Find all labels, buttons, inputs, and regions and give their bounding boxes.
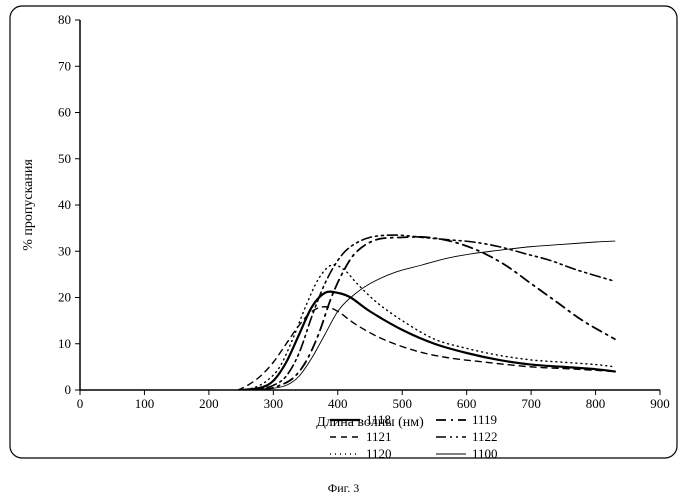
xtick-label: 100: [135, 396, 155, 411]
legend-label-1119: 1119: [472, 412, 497, 427]
ytick-label: 30: [58, 243, 71, 258]
legend-label-1118: 1118: [366, 412, 391, 427]
ytick-label: 70: [58, 58, 71, 73]
legend-label-1120: 1120: [366, 446, 392, 461]
chart-container: 0102030405060708001002003004005006007008…: [0, 0, 687, 500]
figure-caption: Фиг. 3: [328, 481, 359, 495]
ytick-label: 20: [58, 290, 71, 305]
xtick-label: 500: [392, 396, 412, 411]
xtick-label: 800: [586, 396, 606, 411]
xtick-label: 400: [328, 396, 348, 411]
ytick-label: 10: [58, 336, 71, 351]
xtick-label: 200: [199, 396, 219, 411]
ytick-label: 0: [65, 382, 72, 397]
ytick-label: 60: [58, 105, 71, 120]
ytick-label: 80: [58, 12, 71, 27]
xtick-label: 600: [457, 396, 477, 411]
y-axis-label: % пропускания: [21, 159, 36, 251]
plot-area: [238, 235, 615, 390]
xtick-label: 0: [77, 396, 84, 411]
legend-label-1121: 1121: [366, 429, 392, 444]
legend-label-1100: 1100: [472, 446, 498, 461]
axes: [80, 20, 660, 390]
xtick-label: 300: [264, 396, 284, 411]
chart-svg: 0102030405060708001002003004005006007008…: [0, 0, 687, 500]
xtick-label: 700: [521, 396, 541, 411]
xtick-label: 900: [650, 396, 670, 411]
ytick-label: 50: [58, 151, 71, 166]
series-1121: [238, 307, 615, 390]
ytick-label: 40: [58, 197, 71, 212]
series-1120: [241, 265, 615, 390]
legend-label-1122: 1122: [472, 429, 498, 444]
